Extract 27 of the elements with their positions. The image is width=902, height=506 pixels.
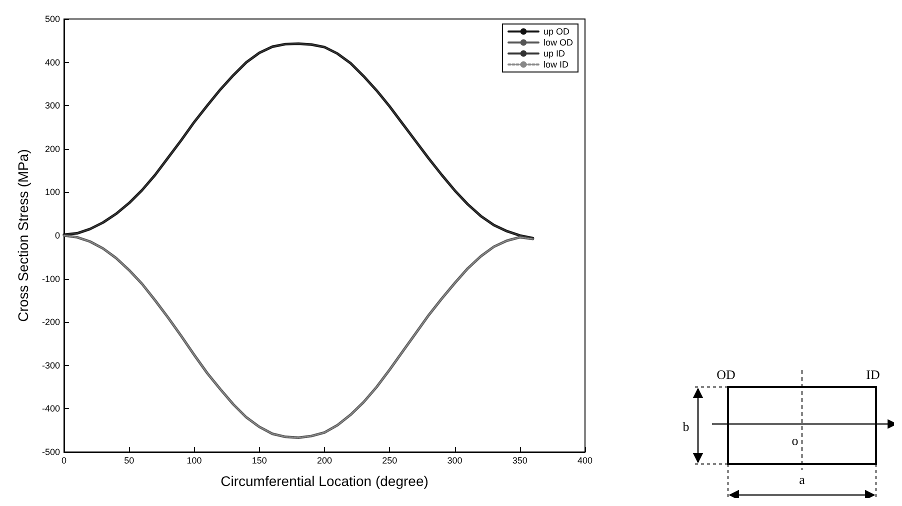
legend-label: low OD (543, 38, 574, 48)
y-tick-label: -500 (42, 447, 60, 457)
x-axis-title: Circumferential Location (degree) (220, 473, 428, 489)
y-tick-label: 500 (44, 14, 60, 24)
legend-label: up OD (543, 26, 570, 36)
legend-label: up ID (543, 48, 566, 58)
y-tick-label: 400 (44, 57, 60, 68)
y-tick-label: -100 (42, 274, 60, 284)
y-tick-label: 200 (44, 144, 60, 154)
y-tick-label: 0 (54, 230, 60, 240)
y-tick-label: -200 (42, 317, 60, 328)
cross-section-diagram: OD ID b o a (682, 367, 894, 498)
x-tick-label: 0 (61, 456, 67, 466)
x-tick-label: 400 (577, 456, 593, 466)
y-tick-label: 300 (44, 100, 60, 111)
x-tick-label: 150 (252, 456, 267, 466)
y-tick-label: -300 (42, 360, 60, 370)
x-tick-label: 200 (316, 456, 332, 466)
x-tick-label: 100 (186, 456, 202, 466)
x-tick-label: 50 (124, 456, 134, 466)
x-tick-label: 300 (447, 456, 462, 466)
y-tick-label: 100 (44, 187, 60, 198)
x-tick-label: 250 (382, 456, 398, 466)
legend-label: low ID (543, 60, 569, 70)
x-tick-label: 350 (512, 456, 528, 466)
y-axis-title: Cross Section Stress (MPa) (15, 149, 31, 322)
y-tick-label: -400 (42, 404, 60, 414)
